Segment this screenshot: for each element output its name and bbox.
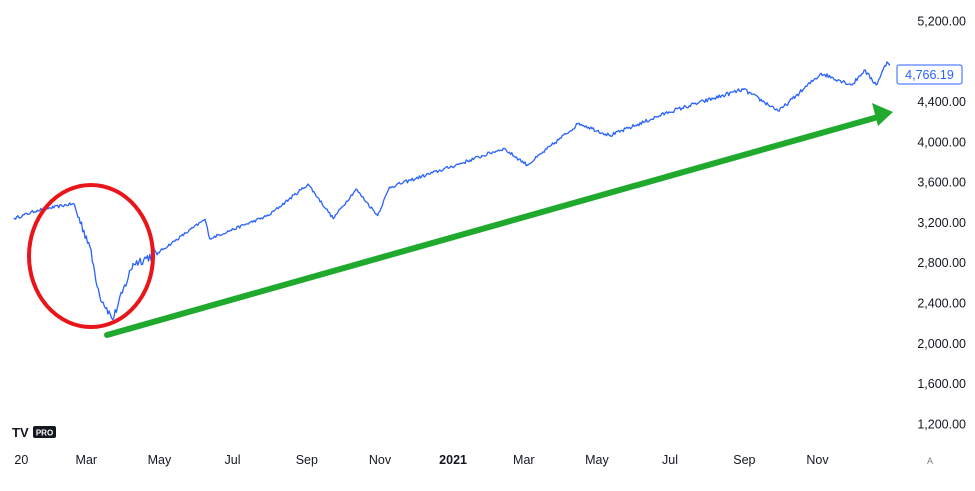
uptrend-arrow-shaft: [104, 114, 881, 338]
y-tick-label: 1,200.00: [917, 417, 966, 431]
y-tick-label: 2,400.00: [917, 297, 966, 311]
crash-highlight-circle: [27, 183, 155, 329]
data-point: [332, 217, 335, 220]
y-tick-label: 3,200.00: [917, 216, 966, 230]
data-point: [526, 164, 529, 166]
data-point: [98, 294, 101, 296]
data-point: [886, 61, 888, 63]
y-tick-label: 4,400.00: [917, 95, 966, 109]
plot-area[interactable]: [13, 61, 891, 321]
data-point: [578, 122, 580, 125]
x-tick-label: Mar: [76, 453, 98, 467]
x-tick-label: Jul: [662, 453, 678, 467]
data-point: [820, 72, 822, 75]
time-axis[interactable]: 20 Mar May Jul Sep Nov 2021 Mar May Jul Sep Nov: [14, 453, 829, 467]
data-point: [388, 186, 391, 188]
y-tick-label: 2,000.00: [917, 337, 966, 351]
pro-badge: [33, 426, 56, 438]
data-point: [132, 262, 134, 265]
data-point: [609, 134, 611, 137]
x-tick-label: 2021: [439, 453, 467, 467]
data-point: [355, 188, 357, 190]
tv-logo-mark: TV: [12, 425, 29, 440]
uptrend-arrow-head: [872, 103, 893, 126]
x-tick-label: Sep: [296, 453, 318, 467]
data-point: [888, 64, 891, 66]
data-point: [209, 237, 211, 240]
x-tick-label: Nov: [369, 453, 392, 467]
data-point: [204, 218, 206, 221]
tradingview-logo: TV PRO: [12, 425, 56, 440]
data-point: [307, 183, 309, 185]
data-point: [451, 165, 453, 168]
data-point: [742, 88, 744, 91]
last-price-value: 4,766.19: [905, 68, 954, 82]
data-point: [72, 202, 74, 205]
data-point: [267, 214, 270, 217]
x-tick-label: Nov: [806, 453, 829, 467]
x-tick-label: Mar: [513, 453, 535, 467]
data-point: [502, 147, 505, 150]
data-point: [778, 110, 780, 112]
price-axis[interactable]: 5,200.00 4,400.00 4,000.00 3,600.00 3,200.00…: [917, 15, 966, 432]
data-point: [13, 217, 16, 220]
auto-scale-button[interactable]: A: [927, 456, 933, 466]
y-tick-label: 1,600.00: [917, 377, 966, 391]
x-tick-label: May: [585, 453, 609, 467]
data-point: [668, 111, 670, 113]
x-tick-label: Sep: [733, 453, 755, 467]
last-price-tag: 4,766.19: [896, 64, 963, 85]
x-tick-label: 20: [14, 453, 28, 467]
y-tick-label: 5,200.00: [917, 15, 966, 29]
data-point: [851, 84, 853, 86]
y-tick-label: 2,800.00: [917, 256, 966, 270]
x-tick-label: Jul: [225, 453, 241, 467]
last-price-box: [896, 64, 963, 85]
data-point: [376, 214, 379, 217]
data-point: [875, 83, 877, 86]
data-point: [863, 69, 865, 71]
data-point: [87, 241, 90, 244]
pro-badge-label: PRO: [36, 429, 53, 438]
data-point: [36, 209, 38, 212]
data-point: [111, 318, 114, 321]
data-point: [157, 251, 159, 254]
y-tick-label: 4,000.00: [917, 135, 966, 149]
y-tick-label: 3,600.00: [917, 176, 966, 190]
x-tick-label: May: [148, 453, 172, 467]
uptrend-arrow: [104, 103, 893, 338]
